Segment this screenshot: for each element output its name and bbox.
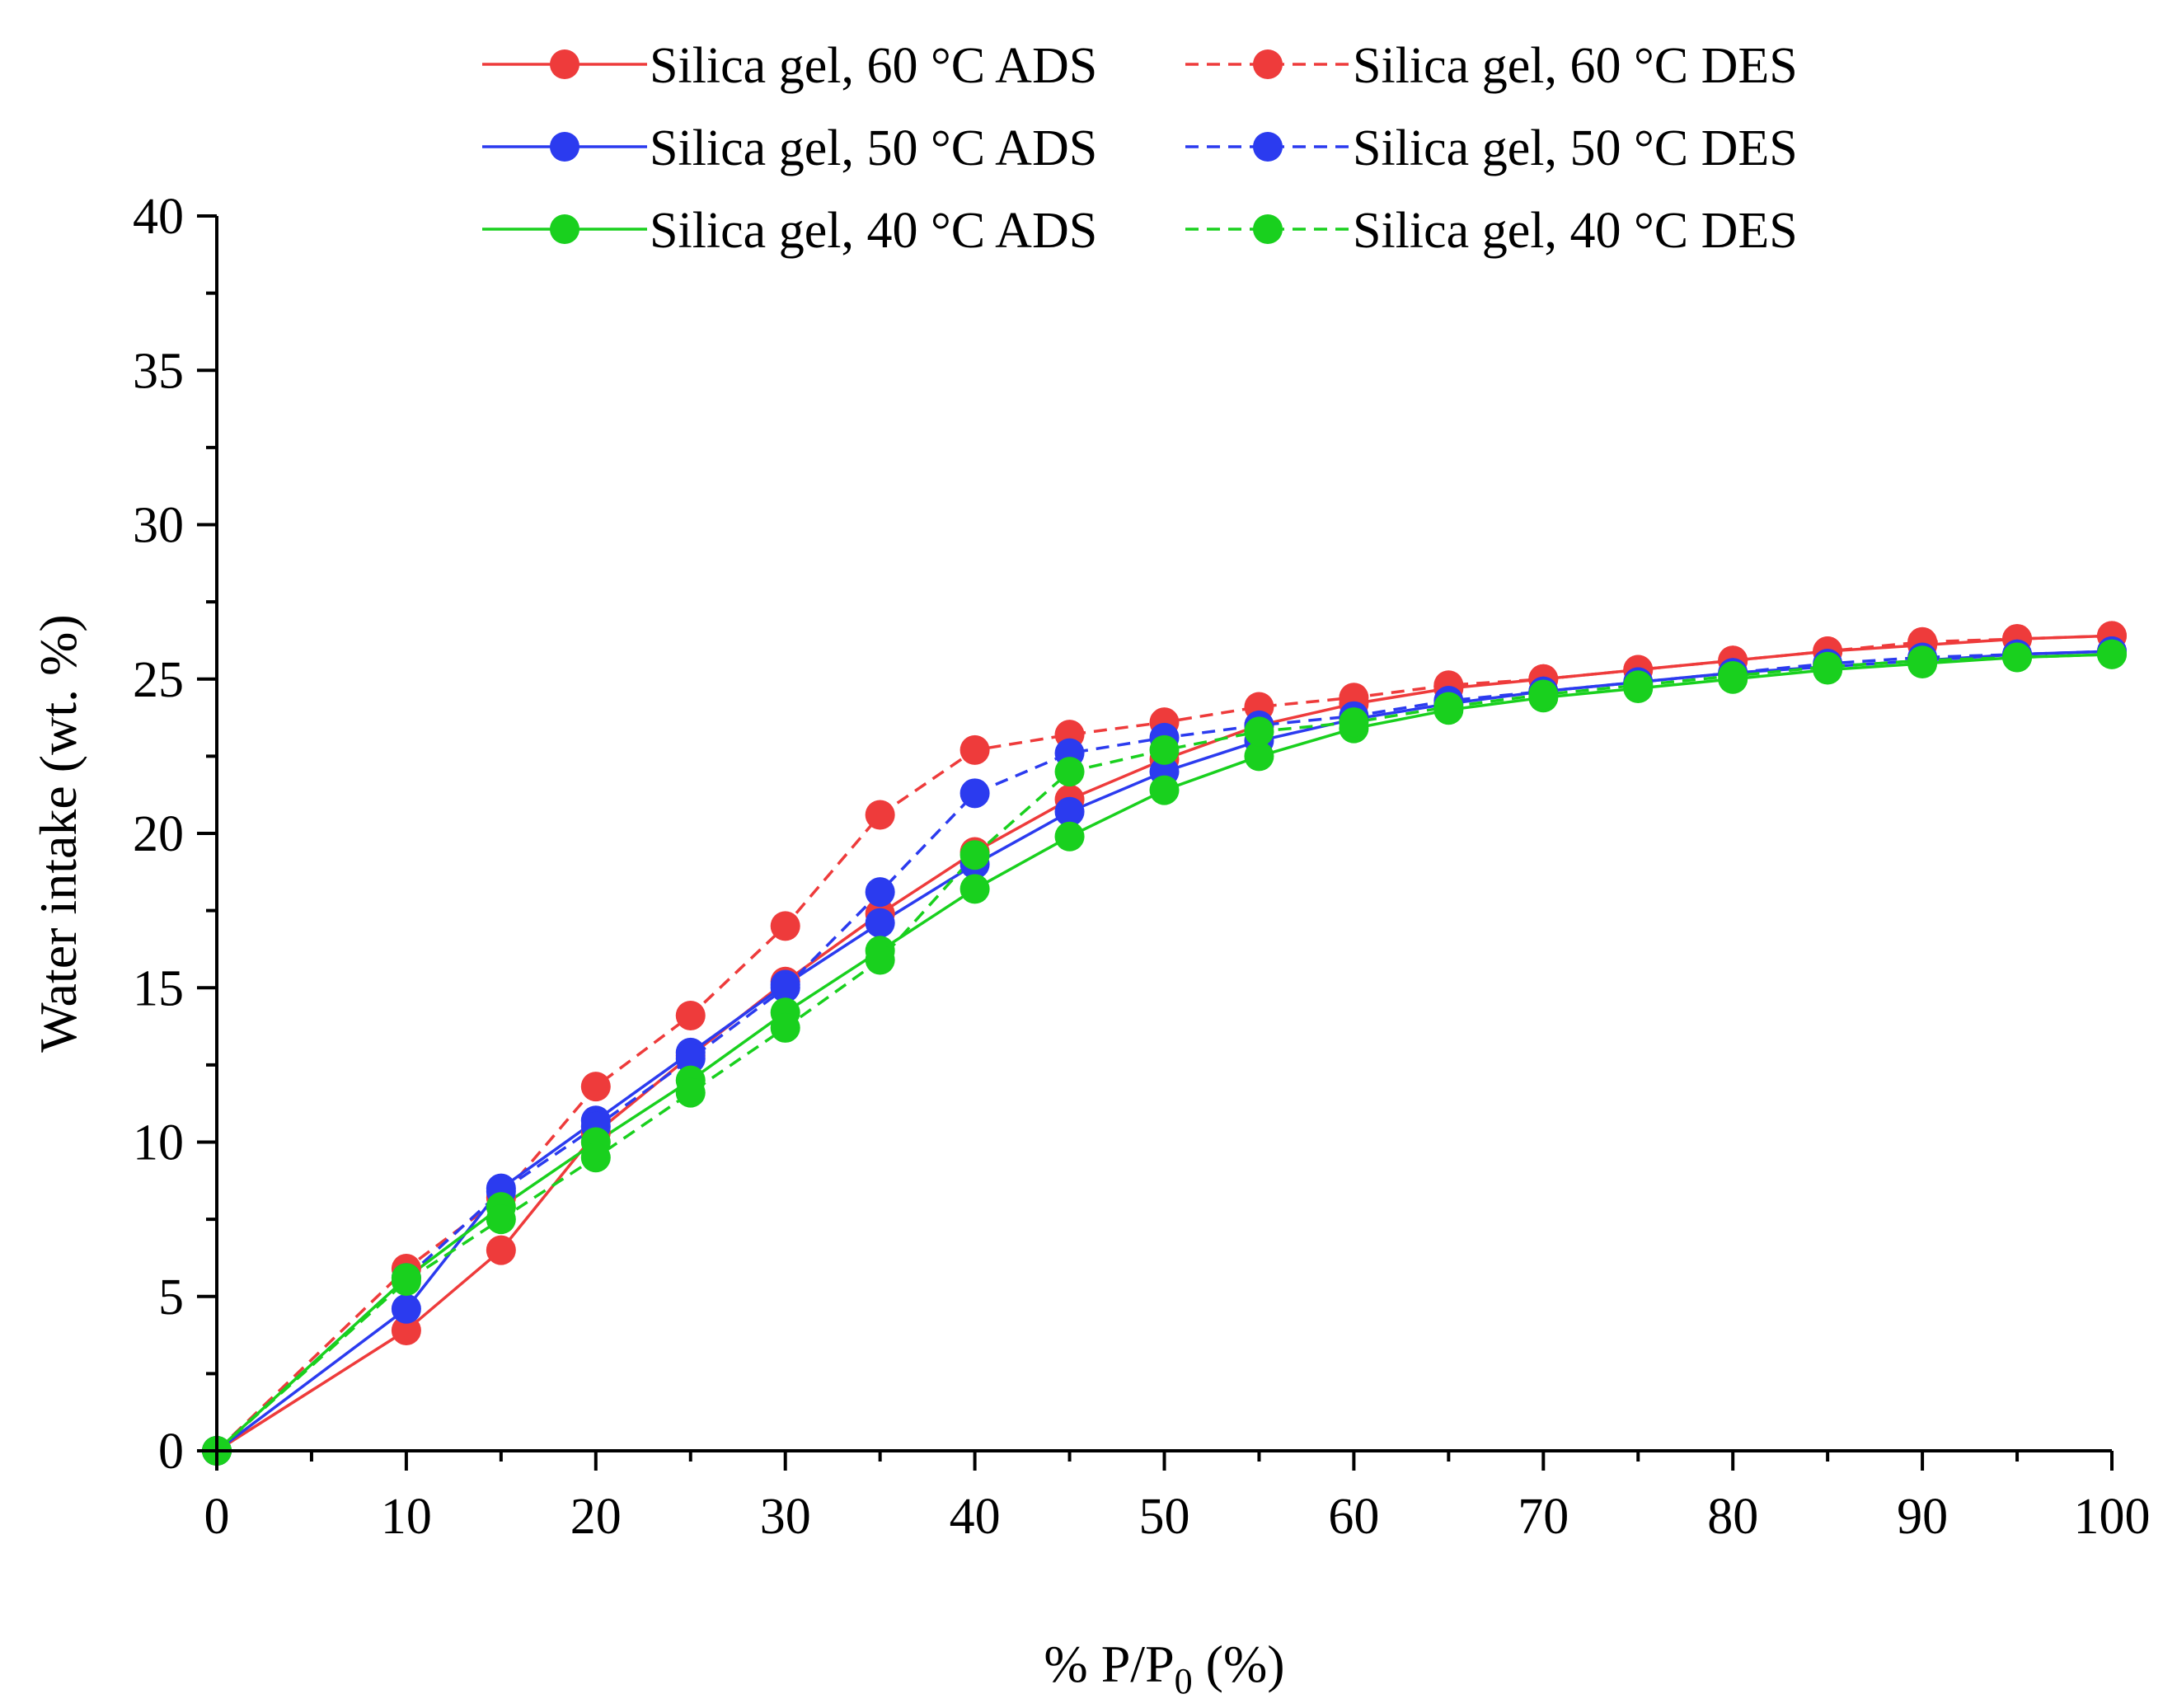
- data-point: [865, 908, 895, 938]
- y-tick-label: 0: [158, 1424, 184, 1480]
- legend-label: Silica gel, 40 °C ADS: [650, 203, 1097, 259]
- legend-marker: [1253, 214, 1283, 244]
- data-point: [486, 1235, 516, 1265]
- series-lines: [215, 634, 2113, 1452]
- y-tick-label: 40: [133, 189, 184, 245]
- legend-item: Silica gel, 60 °C DES: [1185, 38, 1798, 94]
- x-tick-label: 40: [950, 1489, 1001, 1545]
- y-axis-label: Water intake (wt. %): [29, 614, 87, 1053]
- data-point: [675, 1000, 706, 1030]
- x-tick-label: 60: [1328, 1489, 1379, 1545]
- legend-item: Silica gel, 60 °C ADS: [482, 38, 1097, 94]
- legend-label: Silica gel, 60 °C ADS: [650, 38, 1097, 94]
- data-point: [770, 973, 800, 1003]
- series-line-5: [215, 653, 2113, 1452]
- data-point: [959, 874, 990, 904]
- y-tick-label: 5: [158, 1269, 184, 1326]
- data-point: [1623, 670, 1654, 701]
- y-tick-label: 30: [133, 498, 184, 554]
- data-point: [959, 840, 990, 870]
- legend-marker: [1253, 49, 1283, 79]
- x-tick-label: 20: [570, 1489, 622, 1545]
- legend-label: Silica gel, 50 °C ADS: [650, 120, 1097, 176]
- data-point: [1054, 796, 1085, 827]
- data-point: [865, 800, 895, 830]
- data-point: [770, 1012, 800, 1043]
- x-tick-label: 10: [381, 1489, 432, 1545]
- data-point: [959, 778, 990, 809]
- legend-item: Silica gel, 40 °C DES: [1185, 203, 1798, 259]
- x-tick-label: 80: [1707, 1489, 1758, 1545]
- data-point: [1149, 775, 1180, 805]
- y-tick-label: 10: [133, 1115, 184, 1171]
- series-markers: [202, 621, 2127, 1466]
- axis-labels: % P/P0 (%) Water intake (wt. %): [29, 614, 1285, 1701]
- x-tick-label: 100: [2074, 1489, 2151, 1545]
- data-point: [1339, 707, 1369, 738]
- x-axis-label: % P/P0 (%): [1044, 1635, 1284, 1701]
- data-point: [391, 1293, 421, 1324]
- series-line-0: [216, 634, 2113, 1452]
- legend-marker: [1253, 132, 1283, 162]
- data-point: [959, 734, 990, 765]
- legend-marker: [550, 132, 579, 162]
- data-point: [1149, 734, 1180, 765]
- x-tick-label: 30: [760, 1489, 811, 1545]
- x-tick-label: 0: [204, 1489, 230, 1545]
- x-tick-label: 70: [1518, 1489, 1569, 1545]
- data-point: [1907, 645, 1938, 676]
- data-point: [1054, 821, 1085, 852]
- legend-label: Silica gel, 50 °C DES: [1353, 120, 1798, 176]
- data-point: [580, 1143, 611, 1173]
- data-point: [580, 1072, 611, 1102]
- data-point: [1718, 661, 1748, 692]
- data-point: [1244, 741, 1274, 772]
- data-point: [391, 1315, 421, 1345]
- legend-label: Silica gel, 40 °C DES: [1353, 203, 1798, 259]
- legend-label: Silica gel, 60 °C DES: [1353, 38, 1798, 94]
- series-line-1: [215, 634, 2113, 1452]
- series-line-4: [215, 653, 2113, 1452]
- y-tick-label: 15: [133, 960, 184, 1016]
- data-point: [486, 1204, 516, 1235]
- data-point: [1433, 692, 1464, 722]
- data-point: [675, 1077, 706, 1108]
- data-point: [1054, 757, 1085, 787]
- y-tick-label: 25: [133, 652, 184, 708]
- legend-marker: [550, 49, 579, 79]
- legend: Silica gel, 60 °C ADS Silica gel, 60 °C D…: [482, 38, 1798, 259]
- y-tick-label: 20: [133, 806, 184, 862]
- data-point: [1244, 716, 1274, 747]
- x-tick-label: 50: [1139, 1489, 1190, 1545]
- y-tick-label: 35: [133, 343, 184, 399]
- series-line-3: [215, 650, 2113, 1452]
- x-tick-label: 90: [1897, 1489, 1948, 1545]
- data-point: [675, 1044, 706, 1074]
- data-point: [1528, 679, 1559, 710]
- legend-marker: [550, 214, 579, 244]
- legend-item: Silica gel, 50 °C DES: [1185, 120, 1798, 176]
- data-point: [1813, 651, 1843, 682]
- data-point: [2097, 639, 2127, 669]
- data-point: [865, 877, 895, 908]
- legend-item: Silica gel, 50 °C ADS: [482, 120, 1097, 176]
- data-point: [865, 945, 895, 975]
- data-point: [2002, 642, 2033, 673]
- data-point: [391, 1266, 421, 1297]
- axes: 0 10 20 30 40 50 60 70 80 90 100 0 5 10 15 20 25 30 35 40: [133, 189, 2151, 1545]
- data-point: [770, 911, 800, 941]
- legend-item: Silica gel, 40 °C ADS: [482, 203, 1097, 259]
